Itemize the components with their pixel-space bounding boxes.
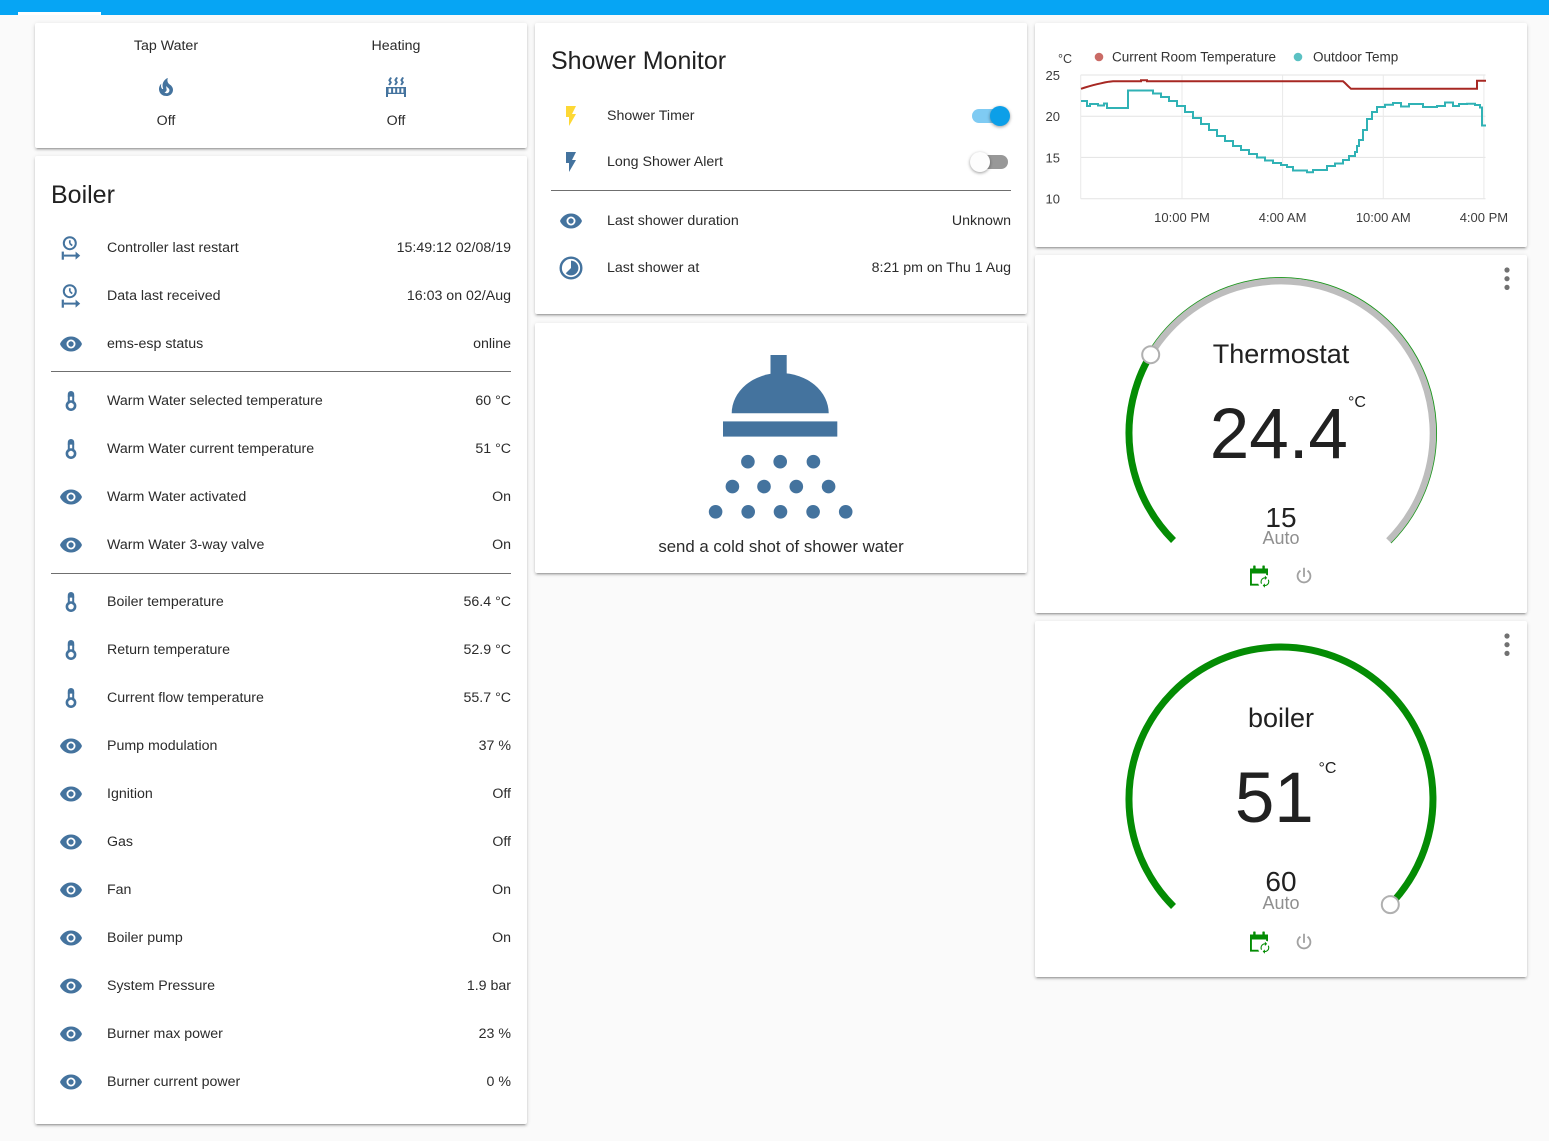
svg-text:4:00 AM: 4:00 AM [1259, 210, 1307, 225]
svg-text:10:00 AM: 10:00 AM [1356, 210, 1411, 225]
svg-text:10: 10 [1046, 192, 1060, 207]
svg-text:Current Room Temperature: Current Room Temperature [1112, 50, 1276, 65]
svg-text:4:00 PM: 4:00 PM [1460, 210, 1508, 225]
svg-text:15: 15 [1046, 150, 1060, 165]
svg-text:°C: °C [1058, 52, 1072, 66]
svg-text:Outdoor Temp: Outdoor Temp [1313, 50, 1398, 65]
svg-text:10:00 PM: 10:00 PM [1154, 210, 1210, 225]
svg-text:20: 20 [1046, 109, 1060, 124]
svg-text:25: 25 [1046, 68, 1060, 83]
